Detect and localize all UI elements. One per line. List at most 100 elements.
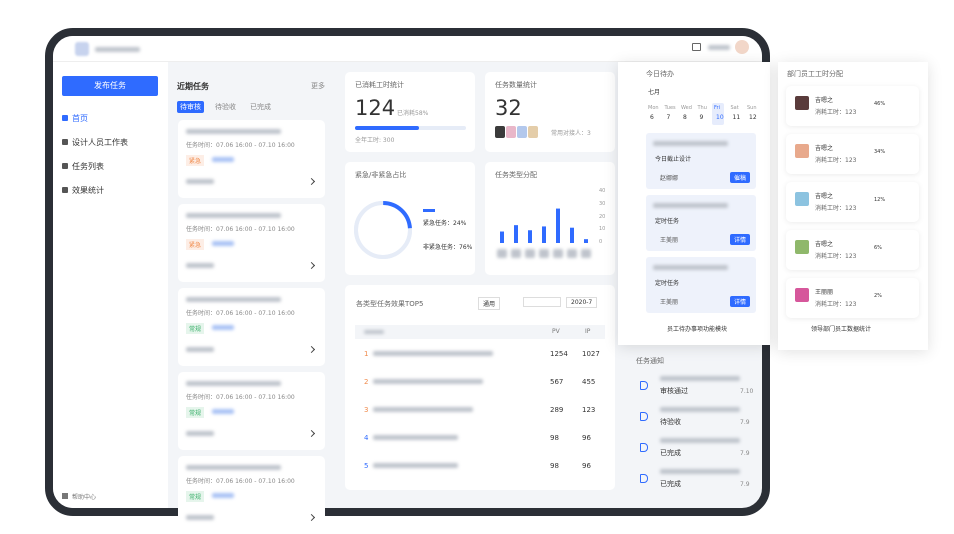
ip: 1027 xyxy=(582,350,600,358)
menu-item[interactable]: 首页 xyxy=(72,114,88,123)
task-type xyxy=(212,493,234,498)
task-type xyxy=(212,409,234,414)
task-title xyxy=(186,213,281,218)
notice-blur xyxy=(660,407,740,412)
annual: 全年工时: 300 xyxy=(355,137,395,144)
rank: 4 xyxy=(364,434,369,442)
weekday: Fri xyxy=(714,105,720,111)
date: 12 xyxy=(749,114,757,121)
task-tag: 紧急 xyxy=(186,155,205,166)
avatar xyxy=(495,126,505,138)
row-name xyxy=(373,351,493,356)
todo-blur xyxy=(653,141,728,146)
date: 10 xyxy=(716,114,724,121)
percent: 12% xyxy=(874,197,886,203)
contacts: 常用对接人：3 xyxy=(551,130,591,137)
hours: 消耗工时：123 xyxy=(815,157,857,164)
date: 7 xyxy=(666,114,671,121)
task-owner xyxy=(186,431,214,436)
row-name xyxy=(373,435,458,440)
date: 8 xyxy=(683,114,687,121)
progress-bar xyxy=(355,126,420,130)
y-tick-label: 10 xyxy=(599,226,606,233)
name: 王丽丽 xyxy=(815,289,834,296)
card-title: 已消耗工时统计 xyxy=(355,81,404,89)
avatar xyxy=(506,126,516,138)
task-time: 任务时间：07.06 16:00 - 07.10 16:00 xyxy=(186,478,295,485)
speaker xyxy=(640,412,648,421)
filter[interactable]: 通用 xyxy=(478,297,501,310)
card-title: 紧急/非紧急占比 xyxy=(355,171,407,179)
task-time: 任务时间：07.06 16:00 - 07.10 16:00 xyxy=(186,226,295,233)
name: 吉嗯之 xyxy=(815,145,834,152)
pv: 289 xyxy=(550,406,564,414)
x-label xyxy=(511,249,521,258)
rank: 1 xyxy=(364,350,369,358)
publish-button[interactable]: 发布任务 xyxy=(62,76,158,96)
x-label xyxy=(525,249,535,258)
task-type xyxy=(212,157,234,162)
top-bar xyxy=(53,36,762,62)
popup-title: 部门员工工时分配 xyxy=(787,70,843,78)
percent: 6% xyxy=(874,245,882,251)
task-type xyxy=(212,241,234,246)
ip: 96 xyxy=(582,462,591,470)
rank: 3 xyxy=(364,406,369,414)
ip: 96 xyxy=(582,434,591,442)
avatar xyxy=(795,288,809,302)
user-name xyxy=(708,45,730,50)
weekday: Mon xyxy=(648,105,659,111)
notice-blur xyxy=(660,469,740,474)
menu-item[interactable]: 设计人员工作表 xyxy=(72,138,128,147)
help-icon xyxy=(62,493,68,499)
pv: 1254 xyxy=(550,350,568,358)
task-time: 任务时间：07.06 16:00 - 07.10 16:00 xyxy=(186,310,295,317)
weekday: Sat xyxy=(730,105,739,111)
date: 9 xyxy=(699,114,704,121)
legend-item: 紧急任务：24% xyxy=(423,220,467,227)
avatar xyxy=(795,96,809,110)
app-name xyxy=(95,47,140,52)
name: 吉嗯之 xyxy=(815,241,834,248)
avatar xyxy=(517,126,527,138)
popup-title: 今日待办 xyxy=(646,70,674,78)
task-title xyxy=(186,381,281,386)
action[interactable]: 催稿 xyxy=(730,172,751,183)
table-header xyxy=(355,325,605,339)
filter-blur xyxy=(523,297,561,307)
task-owner xyxy=(186,347,214,352)
tab[interactable]: 已完成 xyxy=(250,103,271,111)
percent: 46% xyxy=(874,101,886,107)
tab[interactable]: 待验收 xyxy=(215,103,236,111)
rank: 5 xyxy=(364,462,369,470)
menu-item[interactable]: 任务列表 xyxy=(72,162,104,171)
todo-blur xyxy=(653,203,728,208)
action[interactable]: 详情 xyxy=(730,296,751,307)
user-avatar xyxy=(735,40,749,54)
action[interactable]: 详情 xyxy=(730,234,751,245)
x-label xyxy=(553,249,563,258)
task-time: 任务时间：07.06 16:00 - 07.10 16:00 xyxy=(186,142,295,149)
caption: 员工待办事项功能模块 xyxy=(667,326,728,333)
person: 王美丽 xyxy=(660,237,679,244)
tab[interactable]: 待审核 xyxy=(177,101,204,113)
avatar xyxy=(528,126,538,138)
speaker xyxy=(640,443,648,452)
selected-day xyxy=(712,103,724,125)
weekday: Wed xyxy=(681,105,692,111)
row-name xyxy=(373,463,458,468)
notice-status: 已完成 xyxy=(660,480,681,488)
ip: 455 xyxy=(582,378,596,386)
table-card xyxy=(345,285,615,490)
more-link: 更多 xyxy=(311,82,325,90)
chart-card xyxy=(345,162,475,275)
hours: 消耗工时：123 xyxy=(815,301,857,308)
task-type xyxy=(212,325,234,330)
legend-item: 非紧急任务：76% xyxy=(423,244,473,251)
notice-time: 7.9 xyxy=(740,450,750,457)
task-title xyxy=(186,465,281,470)
menu-item[interactable]: 效果统计 xyxy=(72,186,104,195)
filter[interactable]: 2020-7 xyxy=(566,297,598,308)
